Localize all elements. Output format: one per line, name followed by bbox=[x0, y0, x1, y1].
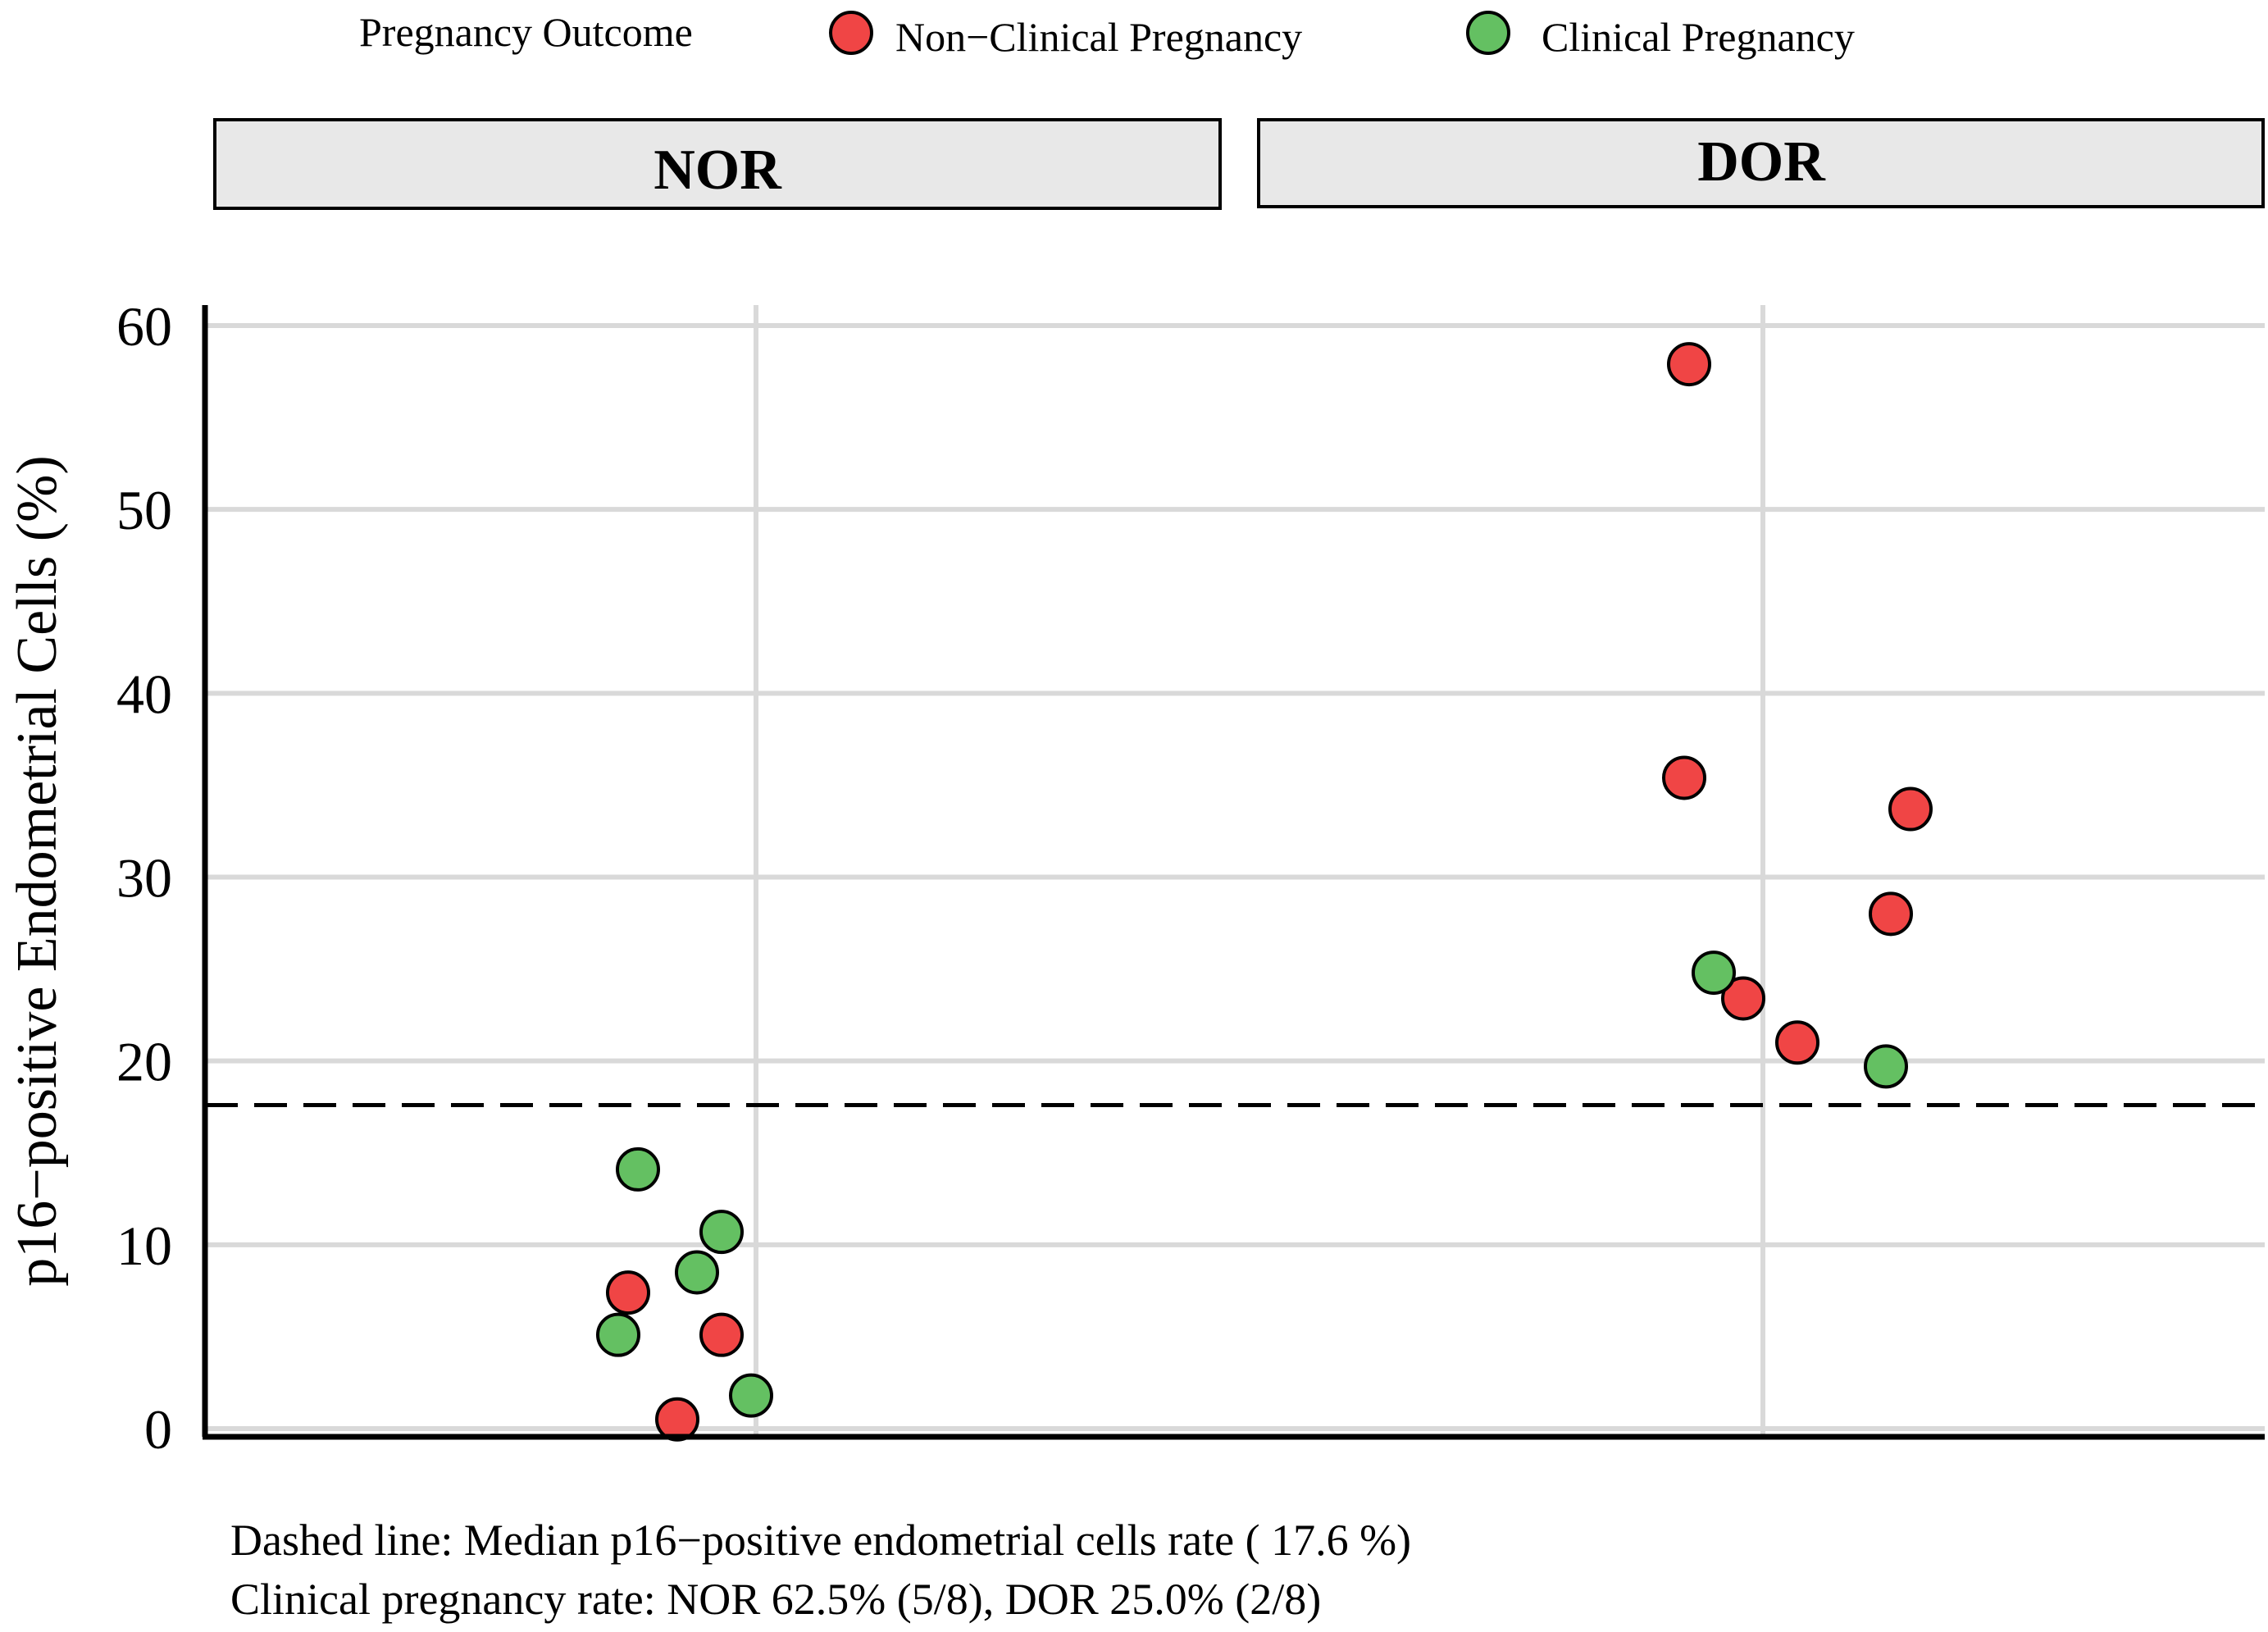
point-non-clinical-dor-6 bbox=[1775, 1020, 1819, 1065]
y-tick-label-0: 0 bbox=[144, 1398, 172, 1461]
facet-strip-dor: DOR bbox=[1257, 118, 2265, 208]
caption-pregnancy-rate: Clinical pregnancy rate: NOR 62.5% (5/8)… bbox=[230, 1575, 1321, 1624]
facet-strip-dor-box bbox=[1257, 118, 2265, 208]
point-non-clinical-dor-3 bbox=[1667, 342, 1711, 387]
facet-label-nor: NOR bbox=[654, 139, 782, 202]
point-non-clinical-dor-8 bbox=[1888, 786, 1933, 832]
facet-strip-nor: NOR bbox=[213, 118, 1222, 210]
point-non-clinical-nor-2 bbox=[699, 1312, 744, 1357]
facet-label-dor: DOR bbox=[1697, 130, 1826, 194]
y-tick-label-40: 40 bbox=[116, 663, 172, 725]
point-clinical-nor-1 bbox=[596, 1312, 640, 1357]
legend-swatch-clinical bbox=[1466, 11, 1510, 55]
point-non-clinical-nor-1 bbox=[655, 1397, 699, 1442]
y-axis-ticks: 0 10 20 30 40 50 60 bbox=[116, 295, 172, 1461]
legend-entry-non-clinical: Non−Clinical Pregnancy bbox=[829, 11, 1302, 60]
legend-swatch-non-clinical bbox=[829, 11, 873, 55]
data-points bbox=[596, 342, 1933, 1442]
y-tick-label-30: 30 bbox=[116, 847, 172, 909]
y-tick-label-60: 60 bbox=[116, 295, 172, 358]
y-tick-label-10: 10 bbox=[116, 1215, 172, 1277]
caption-median-line: Dashed line: Median p16−positive endomet… bbox=[230, 1516, 1411, 1565]
point-clinical-nor-4 bbox=[729, 1373, 773, 1418]
point-non-clinical-dor-5 bbox=[1721, 976, 1765, 1021]
legend-label-clinical: Clinical Pregnancy bbox=[1542, 14, 1855, 60]
y-tick-label-50: 50 bbox=[116, 479, 172, 541]
point-non-clinical-dor-7 bbox=[1869, 891, 1913, 937]
legend: Pregnancy Outcome Non−Clinical Pregnancy… bbox=[359, 9, 1855, 60]
point-clinical-dor-5 bbox=[1692, 950, 1736, 996]
y-tick-label-20: 20 bbox=[116, 1031, 172, 1093]
point-non-clinical-dor-4 bbox=[1662, 755, 1706, 800]
y-axis-label: p16−positive Endometrial Cells (%) bbox=[6, 455, 69, 1286]
point-clinical-dor-6 bbox=[1864, 1044, 1908, 1089]
facet-strip-nor-box bbox=[213, 118, 1222, 210]
legend-entry-clinical: Clinical Pregnancy bbox=[1466, 11, 1855, 60]
point-clinical-nor-3 bbox=[699, 1210, 744, 1255]
gridlines bbox=[205, 305, 2265, 1437]
point-clinical-nor-0 bbox=[616, 1147, 660, 1192]
point-clinical-nor-2 bbox=[675, 1250, 719, 1295]
legend-title: Pregnancy Outcome bbox=[359, 9, 693, 55]
point-non-clinical-nor-0 bbox=[606, 1270, 650, 1315]
legend-label-non-clinical: Non−Clinical Pregnancy bbox=[895, 14, 1302, 60]
